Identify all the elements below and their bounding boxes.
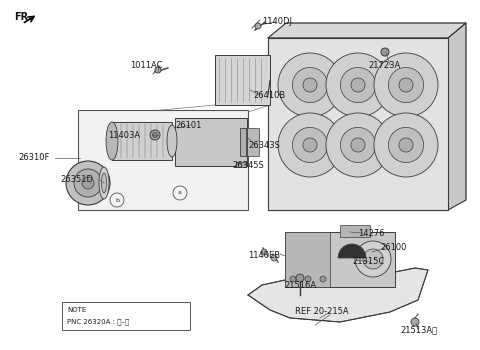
Ellipse shape — [106, 122, 118, 160]
Text: 26410B: 26410B — [253, 91, 285, 99]
Circle shape — [411, 318, 419, 326]
Circle shape — [340, 127, 376, 163]
Text: b: b — [115, 197, 119, 203]
Bar — [112, 122, 172, 160]
Bar — [236, 162, 246, 167]
Text: 21513Aⓒ: 21513Aⓒ — [400, 326, 437, 335]
Ellipse shape — [167, 125, 177, 157]
Text: a: a — [178, 190, 182, 196]
Text: 21723A: 21723A — [368, 61, 400, 70]
Text: 26343S: 26343S — [248, 140, 280, 149]
Circle shape — [261, 249, 267, 255]
Circle shape — [255, 23, 261, 29]
Circle shape — [278, 113, 342, 177]
Circle shape — [363, 249, 383, 269]
Circle shape — [388, 127, 424, 163]
Circle shape — [66, 161, 110, 205]
Text: 26345S: 26345S — [232, 161, 264, 169]
Circle shape — [155, 67, 161, 73]
Bar — [247, 128, 259, 156]
Wedge shape — [338, 244, 366, 258]
Text: 14276: 14276 — [358, 229, 384, 238]
Bar — [175, 118, 247, 166]
Bar — [167, 130, 175, 154]
Circle shape — [292, 127, 327, 163]
Text: 26351D: 26351D — [60, 175, 93, 184]
Circle shape — [340, 68, 376, 103]
Circle shape — [290, 276, 296, 282]
Text: 21315C: 21315C — [352, 258, 384, 266]
Circle shape — [381, 48, 389, 56]
Bar — [78, 110, 248, 210]
Circle shape — [74, 169, 102, 197]
Polygon shape — [448, 23, 466, 210]
Bar — [62, 302, 190, 330]
Text: PNC 26320A : ⓐ–ⓒ: PNC 26320A : ⓐ–ⓒ — [67, 319, 129, 325]
Circle shape — [320, 276, 326, 282]
Circle shape — [399, 78, 413, 92]
Text: NOTE: NOTE — [67, 307, 86, 313]
Circle shape — [388, 68, 424, 103]
Circle shape — [399, 138, 413, 152]
Text: 1011AC: 1011AC — [130, 61, 163, 70]
Circle shape — [374, 53, 438, 117]
Text: 21516A: 21516A — [284, 280, 316, 289]
Circle shape — [303, 78, 317, 92]
Polygon shape — [268, 23, 466, 38]
Bar — [285, 232, 330, 287]
Text: 1140EB: 1140EB — [248, 252, 280, 260]
Circle shape — [153, 133, 157, 138]
Circle shape — [296, 274, 304, 282]
Circle shape — [351, 138, 365, 152]
Text: 26100: 26100 — [380, 244, 407, 252]
Text: 1140DJ: 1140DJ — [262, 18, 292, 27]
Text: 26101: 26101 — [175, 120, 202, 130]
Circle shape — [355, 241, 391, 277]
Circle shape — [305, 276, 311, 282]
Circle shape — [150, 130, 160, 140]
Bar — [285, 232, 395, 287]
Bar — [215, 55, 270, 105]
Circle shape — [351, 78, 365, 92]
Text: 11403A: 11403A — [108, 131, 140, 140]
Ellipse shape — [101, 173, 107, 193]
Polygon shape — [248, 268, 428, 322]
Circle shape — [278, 53, 342, 117]
Text: 26310F: 26310F — [18, 154, 49, 162]
Ellipse shape — [99, 167, 109, 199]
Text: REF 20-215A: REF 20-215A — [295, 308, 348, 316]
Circle shape — [303, 138, 317, 152]
Circle shape — [326, 113, 390, 177]
Circle shape — [326, 53, 390, 117]
Bar — [268, 38, 448, 210]
Bar — [240, 128, 246, 156]
Circle shape — [292, 68, 327, 103]
Circle shape — [271, 255, 277, 261]
Circle shape — [82, 177, 94, 189]
Circle shape — [374, 113, 438, 177]
Text: FR.: FR. — [14, 12, 32, 22]
Bar — [340, 225, 370, 237]
